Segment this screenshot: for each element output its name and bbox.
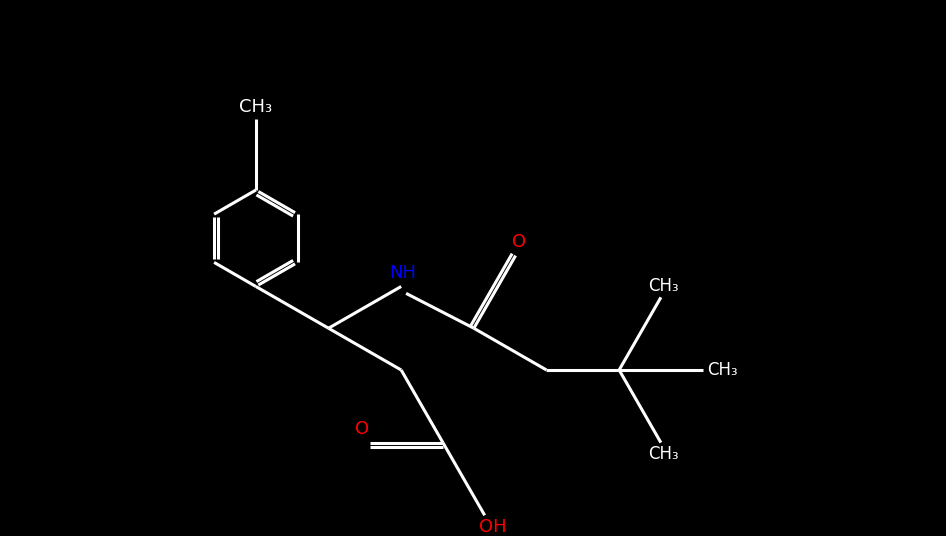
Text: O: O: [513, 233, 527, 251]
Text: CH₃: CH₃: [239, 98, 272, 116]
Text: CH₃: CH₃: [649, 445, 679, 464]
Text: CH₃: CH₃: [707, 361, 738, 379]
Text: NH: NH: [390, 264, 416, 282]
Text: OH: OH: [479, 518, 506, 536]
Text: CH₃: CH₃: [649, 277, 679, 295]
Text: O: O: [356, 420, 370, 438]
